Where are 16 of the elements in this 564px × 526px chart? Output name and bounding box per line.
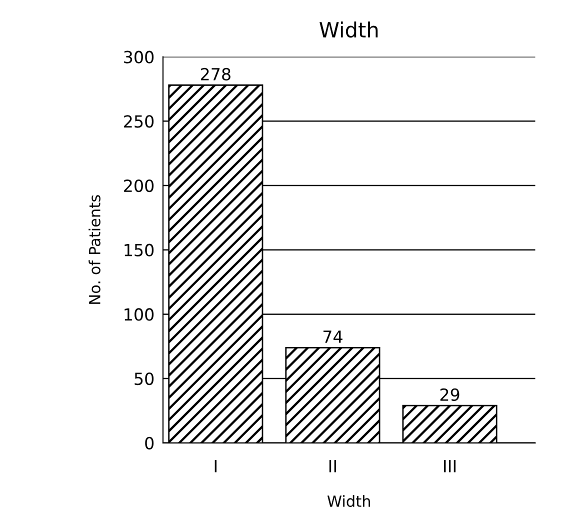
x-tick-label: II	[329, 460, 336, 472]
x-tick-label: I	[214, 460, 216, 472]
data-label: 74	[323, 330, 342, 343]
y-axis-title: No. of Patients	[88, 195, 100, 304]
data-label: 278	[200, 68, 230, 81]
chart-title: Width	[320, 22, 378, 38]
y-tick-label: 250	[124, 115, 154, 128]
y-tick-label: 150	[124, 244, 154, 256]
y-tick-label: 50	[134, 372, 154, 386]
x-axis-title: Width	[327, 495, 370, 507]
data-label: 29	[440, 388, 460, 401]
y-tick-label: 100	[124, 308, 154, 321]
y-tick-label: 0	[145, 436, 154, 450]
y-tick-label: 300	[124, 50, 154, 64]
x-tick-label: III	[444, 460, 456, 472]
y-tick-label: 200	[124, 179, 154, 192]
